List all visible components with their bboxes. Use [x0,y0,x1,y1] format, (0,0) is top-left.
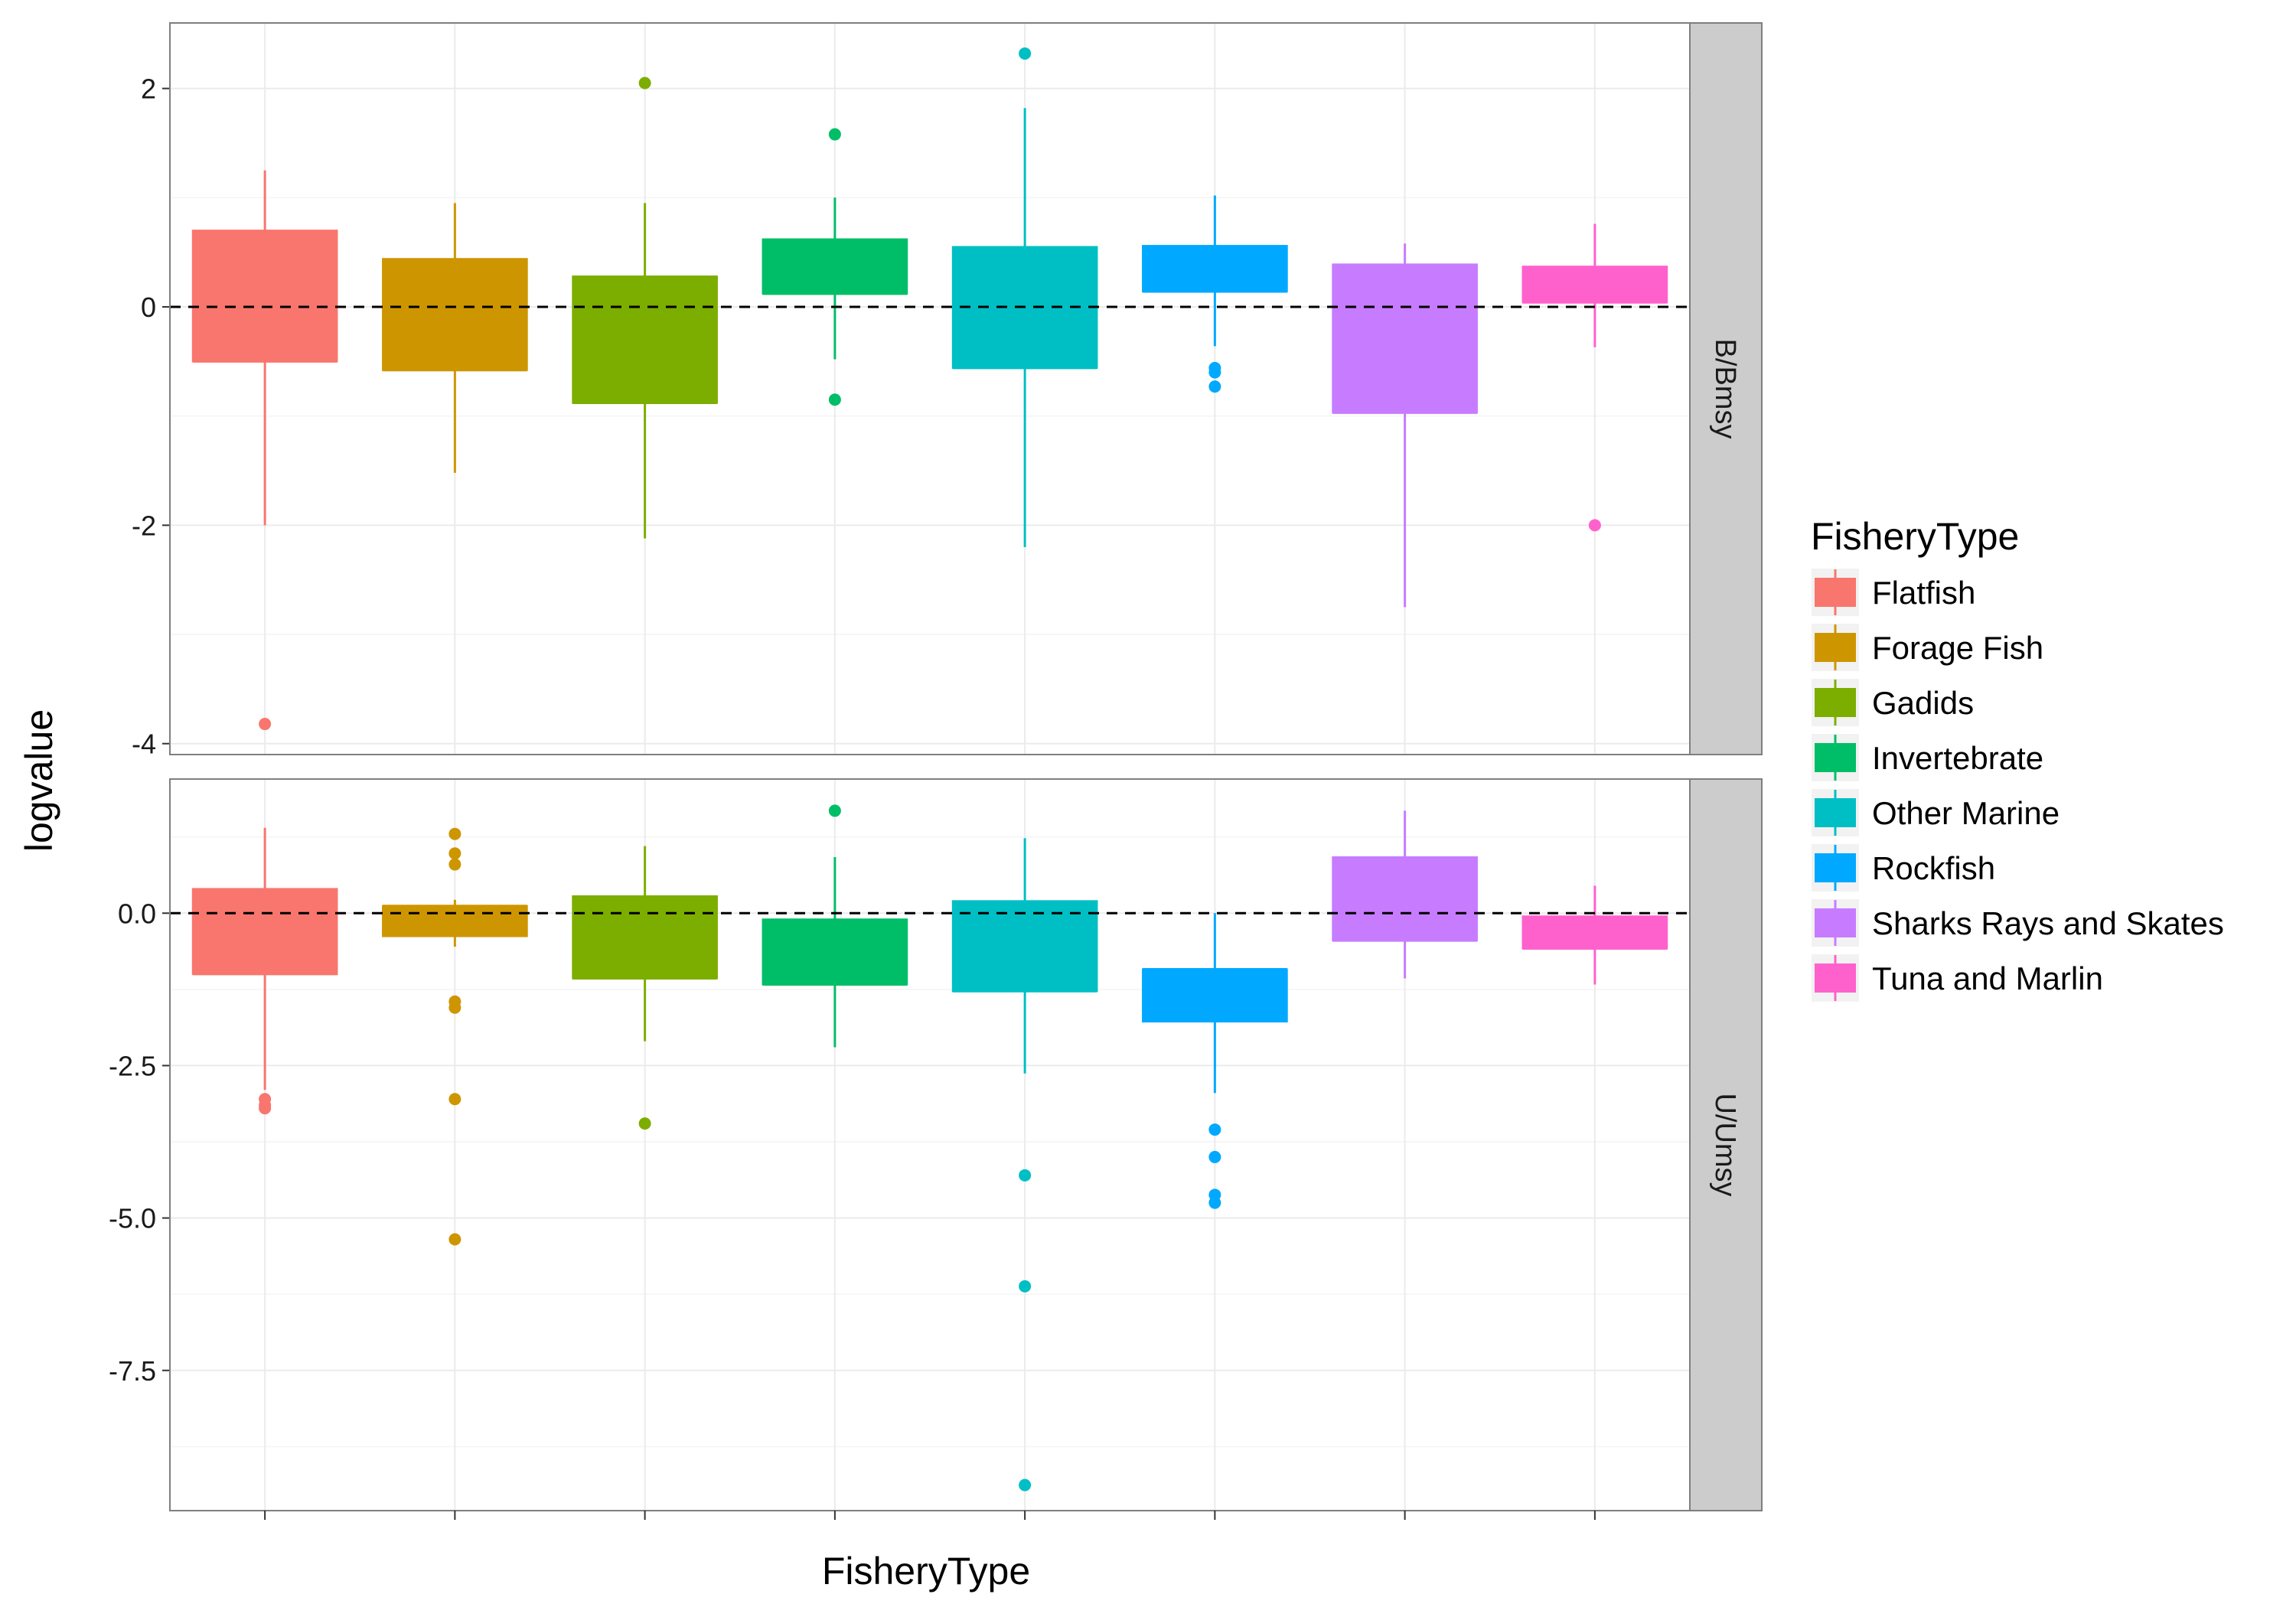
y-tick-label: 2 [141,73,156,105]
legend-key-box [1815,798,1856,827]
outlier-point [638,77,651,90]
box-body [191,888,338,975]
facet-strip [1689,778,1763,1511]
legend-label: Invertebrate [1872,740,2043,776]
box-invertebrate [762,804,908,1048]
outlier-point [828,128,841,141]
box-gadids [572,77,718,539]
box-rockfish [1142,913,1288,1209]
outlier-point [1019,47,1032,60]
legend-key-box [1815,633,1856,662]
legend-label: Tuna and Marlin [1872,960,2103,996]
facet-strip-label: B/Bmsy [1709,339,1741,439]
legend-title: FisheryType [1811,515,2019,558]
box-gadids [572,846,718,1130]
facet-panel: -7.5 -5.0 -2.5 0.0 U/Umsy [109,778,1763,1511]
facet-panels: -4 -2 0 2 B/Bmsy -7.5 -5.0 -2.5 0.0 U/Umsy [109,22,1763,1511]
box-body [762,918,908,986]
facet-strip-label: U/Umsy [1709,1093,1741,1196]
box-tuna-and-marlin [1521,885,1668,985]
outlier-point [448,1093,461,1106]
outlier-point [448,1233,461,1246]
box-body [1521,266,1668,304]
legend-key-box [1815,743,1856,772]
outlier-point [259,1102,272,1115]
box-body [572,275,718,404]
y-tick-label: -2 [132,510,156,541]
legend: FisheryType Flatfish Forage Fish Gadids Inv… [1810,515,2224,1003]
legend-label: Sharks Rays and Skates [1872,905,2224,941]
outlier-point [1208,1123,1221,1136]
box-flatfish [191,170,338,731]
box-body [1332,856,1478,942]
x-axis-title: FisheryType [822,1550,1030,1593]
box-body [951,900,1098,993]
legend-label: Other Marine [1872,795,2060,831]
y-tick-label: -4 [132,729,156,760]
legend-item: Other Marine [1810,787,2060,838]
box-body [191,230,338,363]
box-body [572,895,718,980]
outlier-point [1208,1196,1221,1209]
outlier-point [828,393,841,406]
y-tick-label: -5.0 [109,1203,156,1234]
outlier-point [1208,380,1221,393]
box-sharks-rays-and-skates [1332,810,1478,979]
box-sharks-rays-and-skates [1332,243,1478,608]
y-tick-label: -2.5 [109,1050,156,1081]
legend-item: Rockfish [1810,843,1995,893]
outlier-point [1208,1150,1221,1163]
box-forage-fish [382,203,528,473]
legend-key-box [1815,963,1856,993]
y-tick-label: 0 [141,292,156,323]
box-body [382,905,528,937]
outlier-point [448,847,461,860]
outlier-point [259,718,272,731]
legend-label: Forage Fish [1872,630,2043,666]
outlier-point [638,1117,651,1130]
box-invertebrate [762,128,908,406]
legend-item: Tuna and Marlin [1810,953,2103,1003]
outlier-point [1019,1169,1032,1182]
outlier-point [1588,519,1601,532]
box-flatfish [191,827,338,1115]
x-axis [264,1511,1596,1520]
box-body [1332,263,1478,414]
outlier-point [1019,1280,1032,1293]
y-tick-label: -7.5 [109,1355,156,1387]
facet-strip [1689,22,1763,755]
outlier-point [448,858,461,871]
box-body [1142,245,1288,293]
legend-label: Gadids [1872,685,1974,721]
outlier-point [1208,366,1221,379]
box-other-marine [951,838,1098,1492]
legend-item: Sharks Rays and Skates [1810,898,2224,948]
legend-label: Rockfish [1872,850,1995,886]
legend-items: Flatfish Forage Fish Gadids Invertebrate Oth… [1810,567,2224,1003]
y-axis-title: logvalue [18,709,60,852]
box-body [382,258,528,371]
y-tick-label: 0.0 [118,898,156,929]
outlier-point [448,827,461,840]
legend-label: Flatfish [1872,575,1975,611]
facet-panel: -4 -2 0 2 B/Bmsy [132,22,1763,760]
box-body [1521,915,1668,950]
legend-item: Gadids [1810,677,1974,728]
outlier-point [1019,1478,1032,1492]
box-forage-fish [382,827,528,1246]
outlier-point [828,804,841,817]
box-body [1142,968,1288,1023]
legend-item: Forage Fish [1810,622,2043,673]
legend-key-box [1815,688,1856,717]
box-tuna-and-marlin [1521,223,1668,532]
legend-item: Invertebrate [1810,732,2043,783]
legend-key-box [1815,853,1856,882]
box-rockfish [1142,195,1288,393]
legend-key-box [1815,578,1856,607]
box-body [762,238,908,295]
legend-key-box [1815,908,1856,937]
legend-item: Flatfish [1810,567,1975,618]
outlier-point [448,1001,461,1014]
